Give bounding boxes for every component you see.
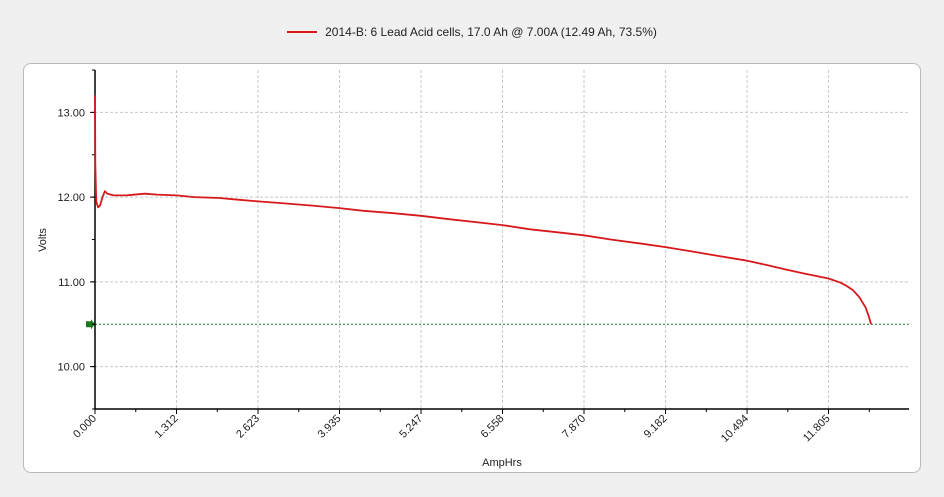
- y-tick-label: 13.00: [57, 107, 85, 119]
- chart-panel: [23, 63, 921, 473]
- x-tick-label: 7.870: [560, 413, 588, 441]
- series-line: [94, 95, 872, 325]
- chart-legend: 2014-B: 6 Lead Acid cells, 17.0 Ah @ 7.0…: [0, 22, 944, 42]
- axes: [90, 69, 909, 414]
- x-tick-label: 9.182: [642, 413, 670, 441]
- x-tick-label: 10.494: [719, 413, 751, 445]
- grid-lines: [95, 70, 909, 409]
- x-tick-label: 5.247: [397, 413, 425, 441]
- legend-swatch: [287, 31, 318, 33]
- cutoff-group: [86, 319, 909, 330]
- x-axis-title: AmpHrs: [482, 457, 522, 469]
- x-tick-label: 11.805: [801, 413, 833, 445]
- x-tick-label: 6.558: [479, 413, 507, 441]
- cutoff-marker: [86, 319, 95, 330]
- legend-label: 2014-B: 6 Lead Acid cells, 17.0 Ah @ 7.0…: [325, 25, 657, 39]
- x-tick-label: 3.935: [316, 413, 344, 441]
- y-axis-title: Volts: [37, 228, 49, 252]
- y-tick-label: 12.00: [57, 192, 85, 204]
- y-tick-label: 10.00: [57, 362, 85, 374]
- y-tick-label: 11.00: [58, 277, 85, 289]
- tick-labels: 0.000 1.312 2.623 3.935 5.247 6.558 7.870 9.182…: [57, 107, 832, 445]
- x-tick-label: 1.312: [153, 413, 181, 441]
- x-tick-label: 0.000: [71, 413, 99, 441]
- x-tick-label: 2.623: [234, 413, 262, 441]
- series-group: [94, 95, 872, 325]
